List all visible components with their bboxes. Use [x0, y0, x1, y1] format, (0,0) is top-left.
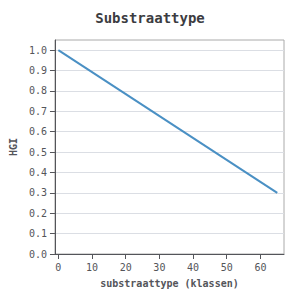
svg-text:60: 60	[254, 262, 266, 273]
svg-text:0.6: 0.6	[29, 126, 47, 137]
svg-text:20: 20	[120, 262, 132, 273]
svg-text:30: 30	[153, 262, 165, 273]
svg-text:0.4: 0.4	[29, 167, 47, 178]
svg-text:1.0: 1.0	[29, 45, 47, 56]
svg-text:0.7: 0.7	[29, 106, 47, 117]
svg-text:40: 40	[187, 262, 199, 273]
svg-text:substraattype (klassen): substraattype (klassen)	[100, 278, 238, 289]
svg-text:0.8: 0.8	[29, 85, 47, 96]
svg-text:0.9: 0.9	[29, 65, 47, 76]
svg-text:0.3: 0.3	[29, 187, 47, 198]
svg-text:0.0: 0.0	[29, 249, 47, 260]
svg-text:10: 10	[86, 262, 98, 273]
svg-text:0.1: 0.1	[29, 228, 47, 239]
svg-text:0.5: 0.5	[29, 147, 47, 158]
svg-text:50: 50	[221, 262, 233, 273]
svg-text:HGI: HGI	[8, 138, 19, 156]
svg-text:0.2: 0.2	[29, 208, 47, 219]
svg-text:Substraattype: Substraattype	[95, 10, 205, 26]
svg-text:0: 0	[55, 262, 61, 273]
